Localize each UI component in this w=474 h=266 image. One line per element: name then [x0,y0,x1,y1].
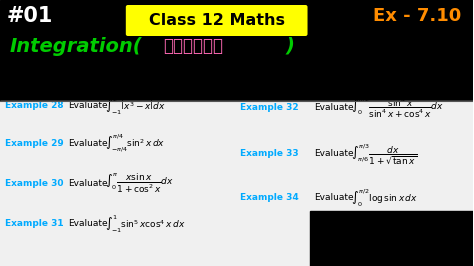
Text: $\int_{-1}^{1}\sin^5 x\cos^4 x\,dx$: $\int_{-1}^{1}\sin^5 x\cos^4 x\,dx$ [105,213,185,235]
Text: $\int_{-\pi/4}^{\pi/4}\sin^2 x\,dx$: $\int_{-\pi/4}^{\pi/4}\sin^2 x\,dx$ [105,133,165,155]
Text: $\int_{0}^{\pi/2}\log\sin x\,dx$: $\int_{0}^{\pi/2}\log\sin x\,dx$ [351,187,419,209]
Bar [310,211,473,266]
Text: Example 34: Example 34 [240,193,298,202]
Text: समाकलन: समाकलन [163,37,223,55]
Text: $\int_{-1}^{2}\left|x^3-x\right|dx$: $\int_{-1}^{2}\left|x^3-x\right|dx$ [105,95,166,117]
Text: Example 30: Example 30 [5,178,64,188]
Text: Example 33: Example 33 [240,149,298,159]
Text: Evaluate: Evaluate [315,149,354,159]
Text: Evaluate: Evaluate [68,102,108,110]
Text: Example 32: Example 32 [240,103,298,113]
Text: Evaluate: Evaluate [68,219,108,228]
Text: ): ) [285,37,294,56]
Text: $\int_{0}^{\pi}\dfrac{x\sin x}{1+\cos^2 x}dx$: $\int_{0}^{\pi}\dfrac{x\sin x}{1+\cos^2 … [105,172,174,194]
Text: Class 12 Maths: Class 12 Maths [149,13,285,28]
Text: Evaluate: Evaluate [315,103,354,113]
Text: Evaluate: Evaluate [68,139,108,148]
Text: Evaluate: Evaluate [315,193,354,202]
Text: Evaluate: Evaluate [68,178,108,188]
Text: Example 31: Example 31 [5,219,64,228]
Text: #01: #01 [7,6,53,26]
FancyBboxPatch shape [126,5,308,36]
Bar [0,0,473,101]
Text: Ex - 7.10: Ex - 7.10 [373,7,462,25]
Text: $\int_{\pi/6}^{\pi/3}\dfrac{dx}{1+\sqrt{\tan x}}$: $\int_{\pi/6}^{\pi/3}\dfrac{dx}{1+\sqrt{… [351,142,418,166]
Bar [0,101,473,266]
Text: $\int_{0}^{\pi/2}\dfrac{\sin^4 x}{\sin^4 x+\cos^4 x}dx$: $\int_{0}^{\pi/2}\dfrac{\sin^4 x}{\sin^4… [351,96,445,120]
Text: Integration(: Integration( [10,37,143,56]
Text: Example 28: Example 28 [5,102,64,110]
Text: Example 29: Example 29 [5,139,64,148]
